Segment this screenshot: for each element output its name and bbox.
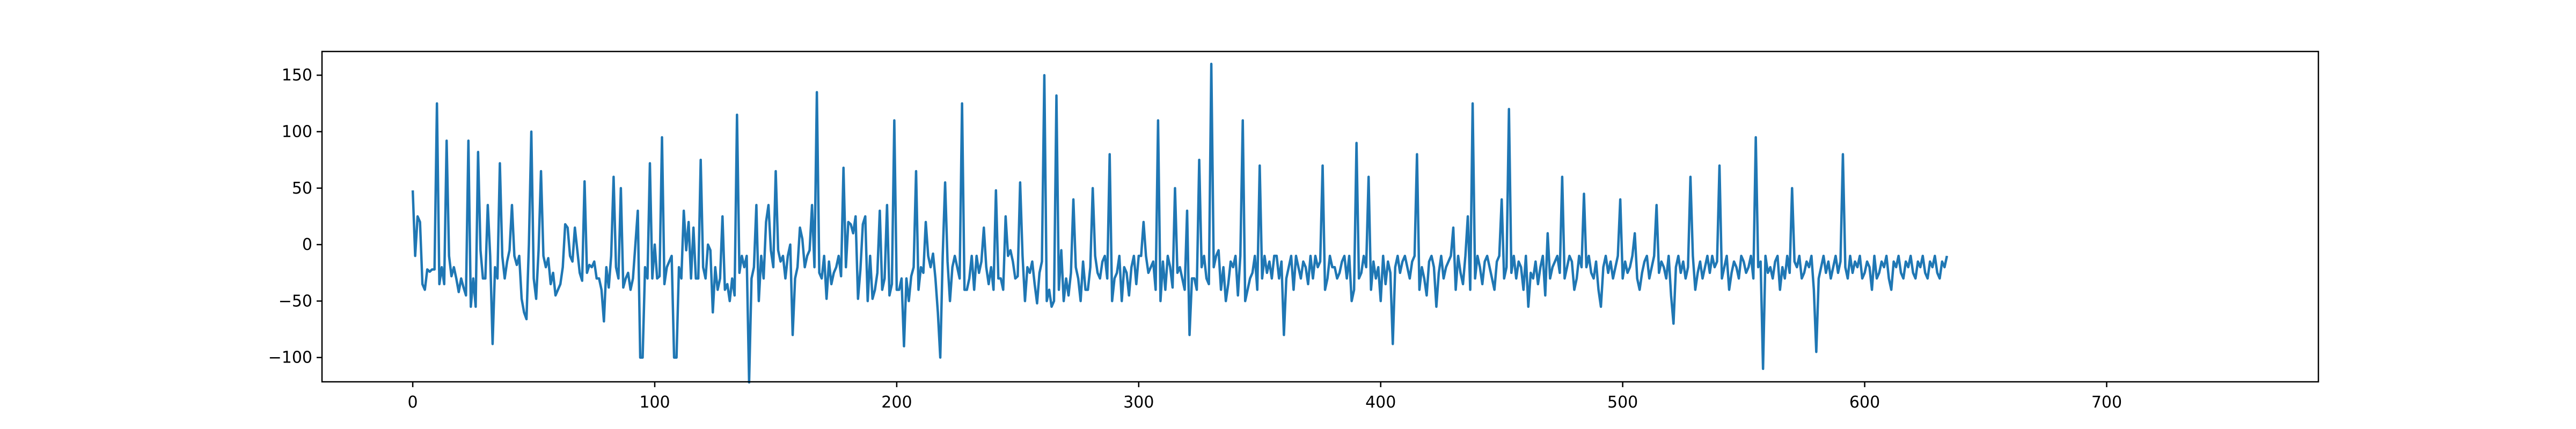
plot-area [411, 62, 1949, 384]
series-line [411, 62, 1949, 384]
x-tick-label: 300 [1123, 393, 1154, 412]
y-tick-label: −50 [279, 292, 312, 310]
x-axis: 0 100 200 300 400 500 600 700 [408, 382, 2122, 412]
y-tick-label: 0 [302, 235, 312, 254]
x-tick-label: 400 [1365, 393, 1396, 412]
y-tick-label: −100 [268, 349, 312, 367]
x-tick-label: 600 [1849, 393, 1880, 412]
x-tick-label: 100 [639, 393, 670, 412]
x-tick-label: 500 [1607, 393, 1638, 412]
axes-frame [321, 50, 2319, 383]
y-tick-label: 150 [282, 66, 312, 85]
y-tick-label: 50 [292, 179, 312, 198]
x-tick-label: 200 [881, 393, 912, 412]
x-tick-label: 0 [408, 393, 418, 412]
y-axis: −100 −50 0 50 100 150 [268, 66, 322, 367]
x-tick-label: 700 [2091, 393, 2122, 412]
y-tick-label: 100 [282, 123, 312, 142]
